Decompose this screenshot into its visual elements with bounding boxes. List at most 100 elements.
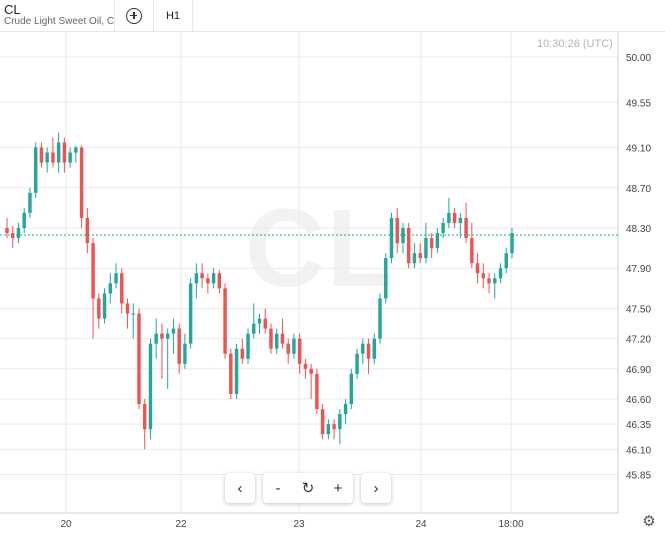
candle-body (183, 343, 187, 364)
interval-selector[interactable]: H1 (154, 0, 193, 31)
candle-body (11, 233, 15, 239)
candle-body (257, 318, 262, 324)
y-tick-label: 49.10 (626, 144, 651, 155)
candle-body (412, 253, 417, 264)
candle-body (297, 338, 302, 364)
scroll-left-button[interactable]: ‹ (225, 473, 255, 503)
reset-button[interactable]: ↻ (293, 473, 323, 503)
candle-body (366, 343, 371, 359)
candle-body (194, 273, 199, 284)
symbol-selector[interactable]: CL Crude Light Sweet Oil, C (0, 0, 115, 31)
candle-body (114, 273, 118, 284)
y-tick-label: 46.35 (626, 420, 651, 431)
candle-body (320, 409, 325, 435)
candle-body (510, 233, 514, 254)
candle-body (177, 328, 181, 364)
candle-body (435, 233, 440, 249)
candle-body (143, 404, 147, 430)
candle-body (504, 253, 508, 269)
candle-body (74, 147, 78, 153)
y-tick-label: 46.10 (626, 445, 651, 456)
candle-body (120, 273, 124, 304)
y-tick-label: 48.70 (626, 184, 651, 195)
minus-icon: - (275, 479, 281, 497)
candle-body (62, 142, 67, 163)
candle-body (68, 152, 72, 163)
candle-body (487, 278, 491, 284)
chart-navigation: ‹ - ↻ + › (225, 473, 391, 503)
candle-body (200, 273, 204, 279)
y-tick-label: 50.00 (626, 53, 651, 64)
plus-icon: + (333, 479, 343, 497)
candle-body (188, 283, 193, 344)
candle-body (280, 333, 285, 344)
candle-body (246, 333, 250, 359)
y-tick-label: 46.90 (626, 365, 651, 376)
candle-body (406, 228, 411, 264)
candle-body (303, 363, 308, 369)
symbol-watermark: CL (245, 187, 396, 310)
candle-body (343, 404, 348, 415)
candle-body (286, 343, 290, 354)
candle-body (452, 212, 457, 223)
candle-body (475, 263, 480, 274)
candle-body (315, 373, 319, 410)
candle-body (447, 212, 451, 223)
x-tick-label: 18:00 (498, 519, 523, 530)
candle-body (389, 217, 394, 259)
candle-body (51, 152, 55, 163)
x-tick-label: 24 (415, 519, 427, 530)
candle-body (424, 238, 428, 259)
price-chart[interactable]: 50.00 49.55 49.10 48.70 48.30 47.90 47.50 47.20… (0, 32, 665, 541)
candle-body (102, 293, 107, 319)
candle-body (28, 192, 32, 213)
candle-body (229, 353, 233, 394)
candle-body (206, 278, 210, 284)
candle-body (160, 333, 164, 339)
candle-body (269, 328, 273, 349)
candle-body (223, 288, 227, 354)
candle-body (498, 268, 503, 279)
candle-body (252, 323, 256, 334)
x-tick-label: 23 (293, 519, 305, 530)
candle-body (33, 147, 38, 193)
candle-body (108, 283, 113, 294)
candle-body (234, 348, 239, 394)
candle-body (458, 217, 463, 223)
scroll-right-button[interactable]: › (361, 473, 391, 503)
x-tick-label: 22 (175, 519, 187, 530)
candle-body (349, 373, 354, 405)
plus-circle-icon (126, 7, 142, 24)
candle-body (395, 217, 399, 244)
chart-header: CL Crude Light Sweet Oil, C H1 (0, 0, 665, 32)
candle-body (429, 238, 434, 249)
y-tick-label: 47.90 (626, 264, 651, 275)
y-tick-label: 49.55 (626, 98, 651, 109)
chart-timestamp: 10:30:26 (UTC) (537, 38, 613, 50)
add-symbol-button[interactable] (115, 0, 154, 31)
candle-body (56, 142, 61, 163)
candle-body (309, 368, 313, 374)
symbol-ticker: CL (4, 2, 21, 17)
y-tick-label: 45.85 (626, 470, 651, 481)
zoom-controls: - ↻ + (263, 473, 353, 503)
zoom-out-button[interactable]: - (263, 473, 293, 503)
y-tick-label: 46.60 (626, 395, 651, 406)
candle-body (378, 298, 382, 339)
candle-body (372, 338, 376, 359)
candle-body (274, 333, 279, 349)
candle-body (154, 333, 158, 344)
candle-body (131, 313, 135, 315)
candle-body (165, 333, 170, 339)
candle-body (45, 152, 49, 163)
candle-body (125, 303, 130, 314)
candle-body (418, 253, 422, 259)
candle-body (401, 228, 405, 244)
zoom-in-button[interactable]: + (323, 473, 353, 503)
candle-body (79, 147, 84, 218)
x-tick-label: 20 (60, 519, 72, 530)
settings-icon[interactable]: ⚙ (642, 513, 656, 530)
candle-body (22, 212, 26, 228)
candle-body (16, 228, 21, 239)
candle-body (5, 228, 9, 234)
